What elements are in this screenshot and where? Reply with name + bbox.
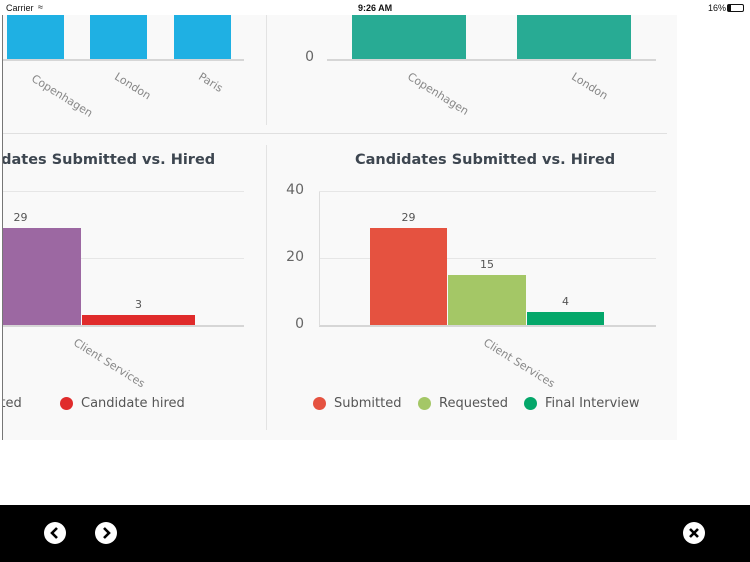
legend-label: mitted (2, 396, 22, 411)
data-label: 15 (480, 257, 494, 271)
x-tick-label: Client Services (71, 336, 148, 391)
close-button[interactable] (683, 522, 705, 544)
legend-item[interactable]: mitted (2, 396, 22, 411)
x-axis (327, 59, 656, 61)
battery-icon (727, 4, 744, 12)
x-tick-label: Copenhagen (405, 70, 472, 118)
data-label: 3 (135, 297, 142, 311)
carrier: Carrier (6, 3, 34, 13)
dashboard-panel[interactable]: Copenhagen London Paris 0 Copenhagen London Ca… (2, 15, 677, 440)
bottom-toolbar (0, 505, 750, 562)
divider (266, 15, 267, 125)
data-label: 29 (401, 210, 416, 224)
next-button[interactable] (95, 522, 117, 544)
bar-candidate-submitted[interactable] (3, 227, 81, 325)
x-tick-label: London (112, 70, 154, 103)
x-axis (3, 325, 244, 327)
legend-dot (313, 397, 326, 410)
y-tick-label: 40 (286, 182, 304, 198)
bar-candidate-hired[interactable] (82, 314, 195, 325)
bar-paris[interactable] (174, 15, 231, 59)
chart-title: Candidates Submitted vs. Hired (2, 152, 216, 168)
bar-final-interview[interactable] (527, 311, 604, 325)
prev-button[interactable] (44, 522, 66, 544)
clock: 9:26 AM (358, 3, 393, 13)
chart-title: Candidates Submitted vs. Hired (355, 152, 616, 168)
bar-requested[interactable] (448, 274, 526, 325)
x-tick-label: London (569, 70, 611, 103)
bar-london[interactable] (90, 15, 147, 59)
y-axis (319, 192, 320, 326)
chevron-right-icon (103, 527, 111, 539)
battery-percent: 16% (708, 3, 727, 13)
data-label: 29 (13, 210, 28, 224)
gridline (3, 258, 244, 259)
x-axis (3, 59, 244, 61)
y-tick-label: 0 (295, 316, 304, 332)
legend-label: Final Interview (545, 396, 640, 411)
y-tick-label: 0 (305, 49, 314, 65)
close-icon (689, 528, 699, 538)
legend-item[interactable]: Final Interview (524, 396, 640, 411)
chevron-left-icon (50, 527, 58, 539)
legend-label: Requested (439, 396, 509, 411)
legend-label: Candidate hired (81, 396, 185, 411)
divider (266, 145, 267, 430)
wifi-icon: ≈ (38, 2, 43, 12)
bar-london[interactable] (517, 15, 631, 59)
legend-item[interactable]: Submitted (313, 396, 401, 411)
legend-dot (524, 397, 537, 410)
x-tick-label: Paris (196, 70, 226, 95)
x-tick-label: Client Services (481, 336, 558, 391)
bar-copenhagen[interactable] (7, 15, 64, 59)
legend-dot (418, 397, 431, 410)
legend-item[interactable]: Requested (418, 396, 508, 411)
divider (3, 133, 667, 134)
legend-item[interactable]: Candidate hired (60, 396, 185, 411)
status-bar: Carrier ≈ 9:26 AM 16% (0, 0, 750, 15)
y-tick-label: 20 (286, 249, 304, 265)
gridline (319, 191, 656, 192)
x-tick-label: Copenhagen (29, 72, 96, 120)
data-label: 4 (562, 294, 569, 308)
gridline (319, 258, 656, 259)
legend-dot (60, 397, 73, 410)
x-axis (319, 325, 656, 327)
bar-copenhagen[interactable] (352, 15, 466, 59)
gridline (3, 191, 244, 192)
bar-submitted[interactable] (370, 227, 447, 325)
legend-label: Submitted (334, 396, 402, 411)
